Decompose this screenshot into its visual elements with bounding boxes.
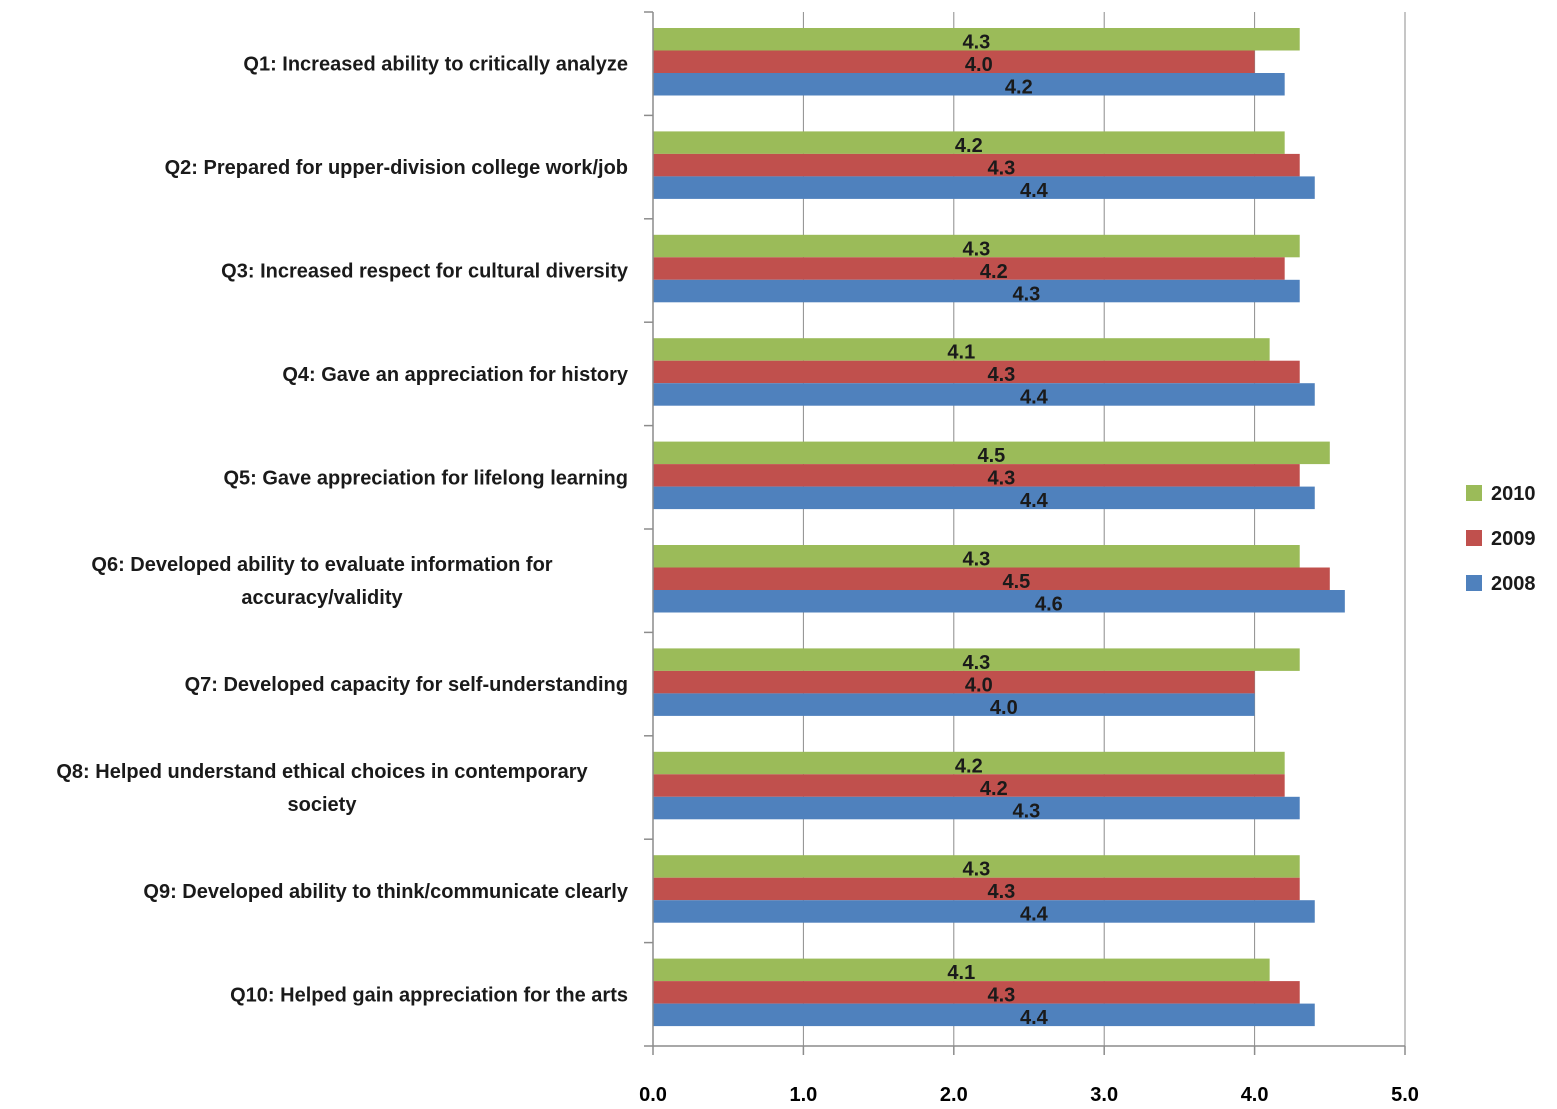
legend-swatch-2009 [1466, 530, 1482, 546]
data-label: 4.2 [955, 755, 983, 777]
legend: 2010 2009 2008 [1466, 483, 1536, 595]
bar-2010-q9 [653, 855, 1300, 878]
category-label: Q8: Helped understand ethical choices in… [56, 761, 588, 816]
bar-2009-q5 [653, 464, 1300, 487]
x-tick-label: 2.0 [940, 1084, 968, 1106]
bar-2008-q4 [653, 383, 1315, 406]
x-tick-label: 3.0 [1090, 1084, 1118, 1106]
bar-2009-q1 [653, 50, 1255, 73]
data-label: 4.5 [1002, 571, 1030, 593]
data-label: 4.3 [987, 985, 1015, 1007]
data-label: 4.2 [980, 261, 1008, 283]
axes [644, 11, 1406, 1055]
category-label: Q1: Increased ability to critically anal… [243, 54, 628, 76]
data-label: 4.3 [962, 859, 990, 881]
data-label: 4.4 [1020, 387, 1049, 409]
bar-2008-q7 [653, 693, 1255, 716]
data-label: 4.4 [1020, 1007, 1049, 1029]
data-label: 4.3 [962, 652, 990, 674]
bar-2009-q8 [653, 774, 1285, 797]
bar-2009-q7 [653, 670, 1255, 694]
category-label: Q6: Developed ability to evaluate inform… [91, 554, 552, 609]
bar-2008-q5 [653, 486, 1315, 510]
bar-2009-q3 [653, 257, 1285, 280]
data-label: 4.3 [987, 157, 1015, 179]
bar-2010-q5 [653, 441, 1330, 465]
bar-2010-q2 [653, 131, 1285, 154]
data-label: 4.4 [1020, 904, 1049, 926]
legend-label-2008: 2008 [1491, 573, 1536, 595]
category-label: Q3: Increased respect for cultural diver… [221, 261, 629, 283]
bar-2008-q9 [653, 900, 1315, 923]
data-label: 4.2 [980, 778, 1008, 800]
category-label: Q10: Helped gain appreciation for the ar… [230, 984, 628, 1006]
bar-2008-q2 [653, 176, 1315, 199]
data-label: 4.4 [1020, 490, 1049, 512]
bar-2010-q10 [653, 958, 1270, 982]
bar-2010-q8 [653, 751, 1285, 775]
data-label: 4.3 [987, 468, 1015, 490]
legend-swatch-2008 [1466, 575, 1482, 591]
data-label: 4.3 [962, 238, 990, 260]
bar-2008-q6 [653, 590, 1345, 613]
bar-2010-q3 [653, 234, 1300, 258]
category-label: Q4: Gave an appreciation for history [282, 364, 629, 386]
category-label: Q5: Gave appreciation for lifelong learn… [223, 467, 628, 489]
legend-label-2010: 2010 [1491, 483, 1536, 505]
data-label: 4.6 [1035, 594, 1063, 616]
x-tick-label: 5.0 [1391, 1084, 1419, 1106]
category-label: Q7: Developed capacity for self-understa… [185, 674, 628, 696]
bar-2010-q1 [653, 28, 1300, 51]
data-label: 4.2 [955, 135, 983, 157]
bar-2009-q9 [653, 877, 1300, 901]
data-label: 4.0 [990, 697, 1018, 719]
bar-2008-q1 [653, 73, 1285, 96]
data-label: 4.3 [987, 881, 1015, 903]
bar-2010-q7 [653, 648, 1300, 671]
bars-group: 4.34.04.24.24.34.44.34.24.34.14.34.44.54… [653, 28, 1345, 1029]
legend-swatch-2010 [1466, 485, 1482, 501]
data-label: 4.3 [1012, 800, 1040, 822]
category-label: Q2: Prepared for upper-division college … [165, 157, 628, 179]
data-label: 4.2 [1005, 77, 1033, 99]
bar-2009-q10 [653, 981, 1300, 1004]
data-label: 4.3 [962, 549, 990, 571]
bar-2010-q4 [653, 338, 1270, 361]
data-label: 4.3 [962, 32, 990, 54]
bar-2010-q6 [653, 545, 1300, 568]
x-tick-label: 0.0 [639, 1084, 667, 1106]
data-label: 4.1 [947, 962, 975, 984]
x-tick-labels: 0.0 1.0 2.0 3.0 4.0 5.0 [639, 1084, 1419, 1106]
bar-2008-q8 [653, 796, 1300, 820]
data-label: 4.0 [965, 54, 993, 76]
legend-label-2009: 2009 [1491, 528, 1536, 550]
data-label: 4.1 [947, 342, 975, 364]
data-label: 4.3 [987, 364, 1015, 386]
x-tick-label: 1.0 [789, 1084, 817, 1106]
x-tick-label: 4.0 [1241, 1084, 1269, 1106]
bar-2008-q3 [653, 279, 1300, 303]
bar-2009-q2 [653, 153, 1300, 177]
bar-2009-q4 [653, 360, 1300, 384]
category-labels: Q1: Increased ability to critically anal… [56, 54, 629, 1007]
bar-2008-q10 [653, 1003, 1315, 1027]
data-label: 4.3 [1012, 283, 1040, 305]
data-label: 4.5 [977, 445, 1005, 467]
bar-2009-q6 [653, 567, 1330, 590]
data-label: 4.4 [1020, 180, 1049, 202]
data-label: 4.0 [965, 674, 993, 696]
category-label: Q9: Developed ability to think/communica… [143, 881, 628, 903]
